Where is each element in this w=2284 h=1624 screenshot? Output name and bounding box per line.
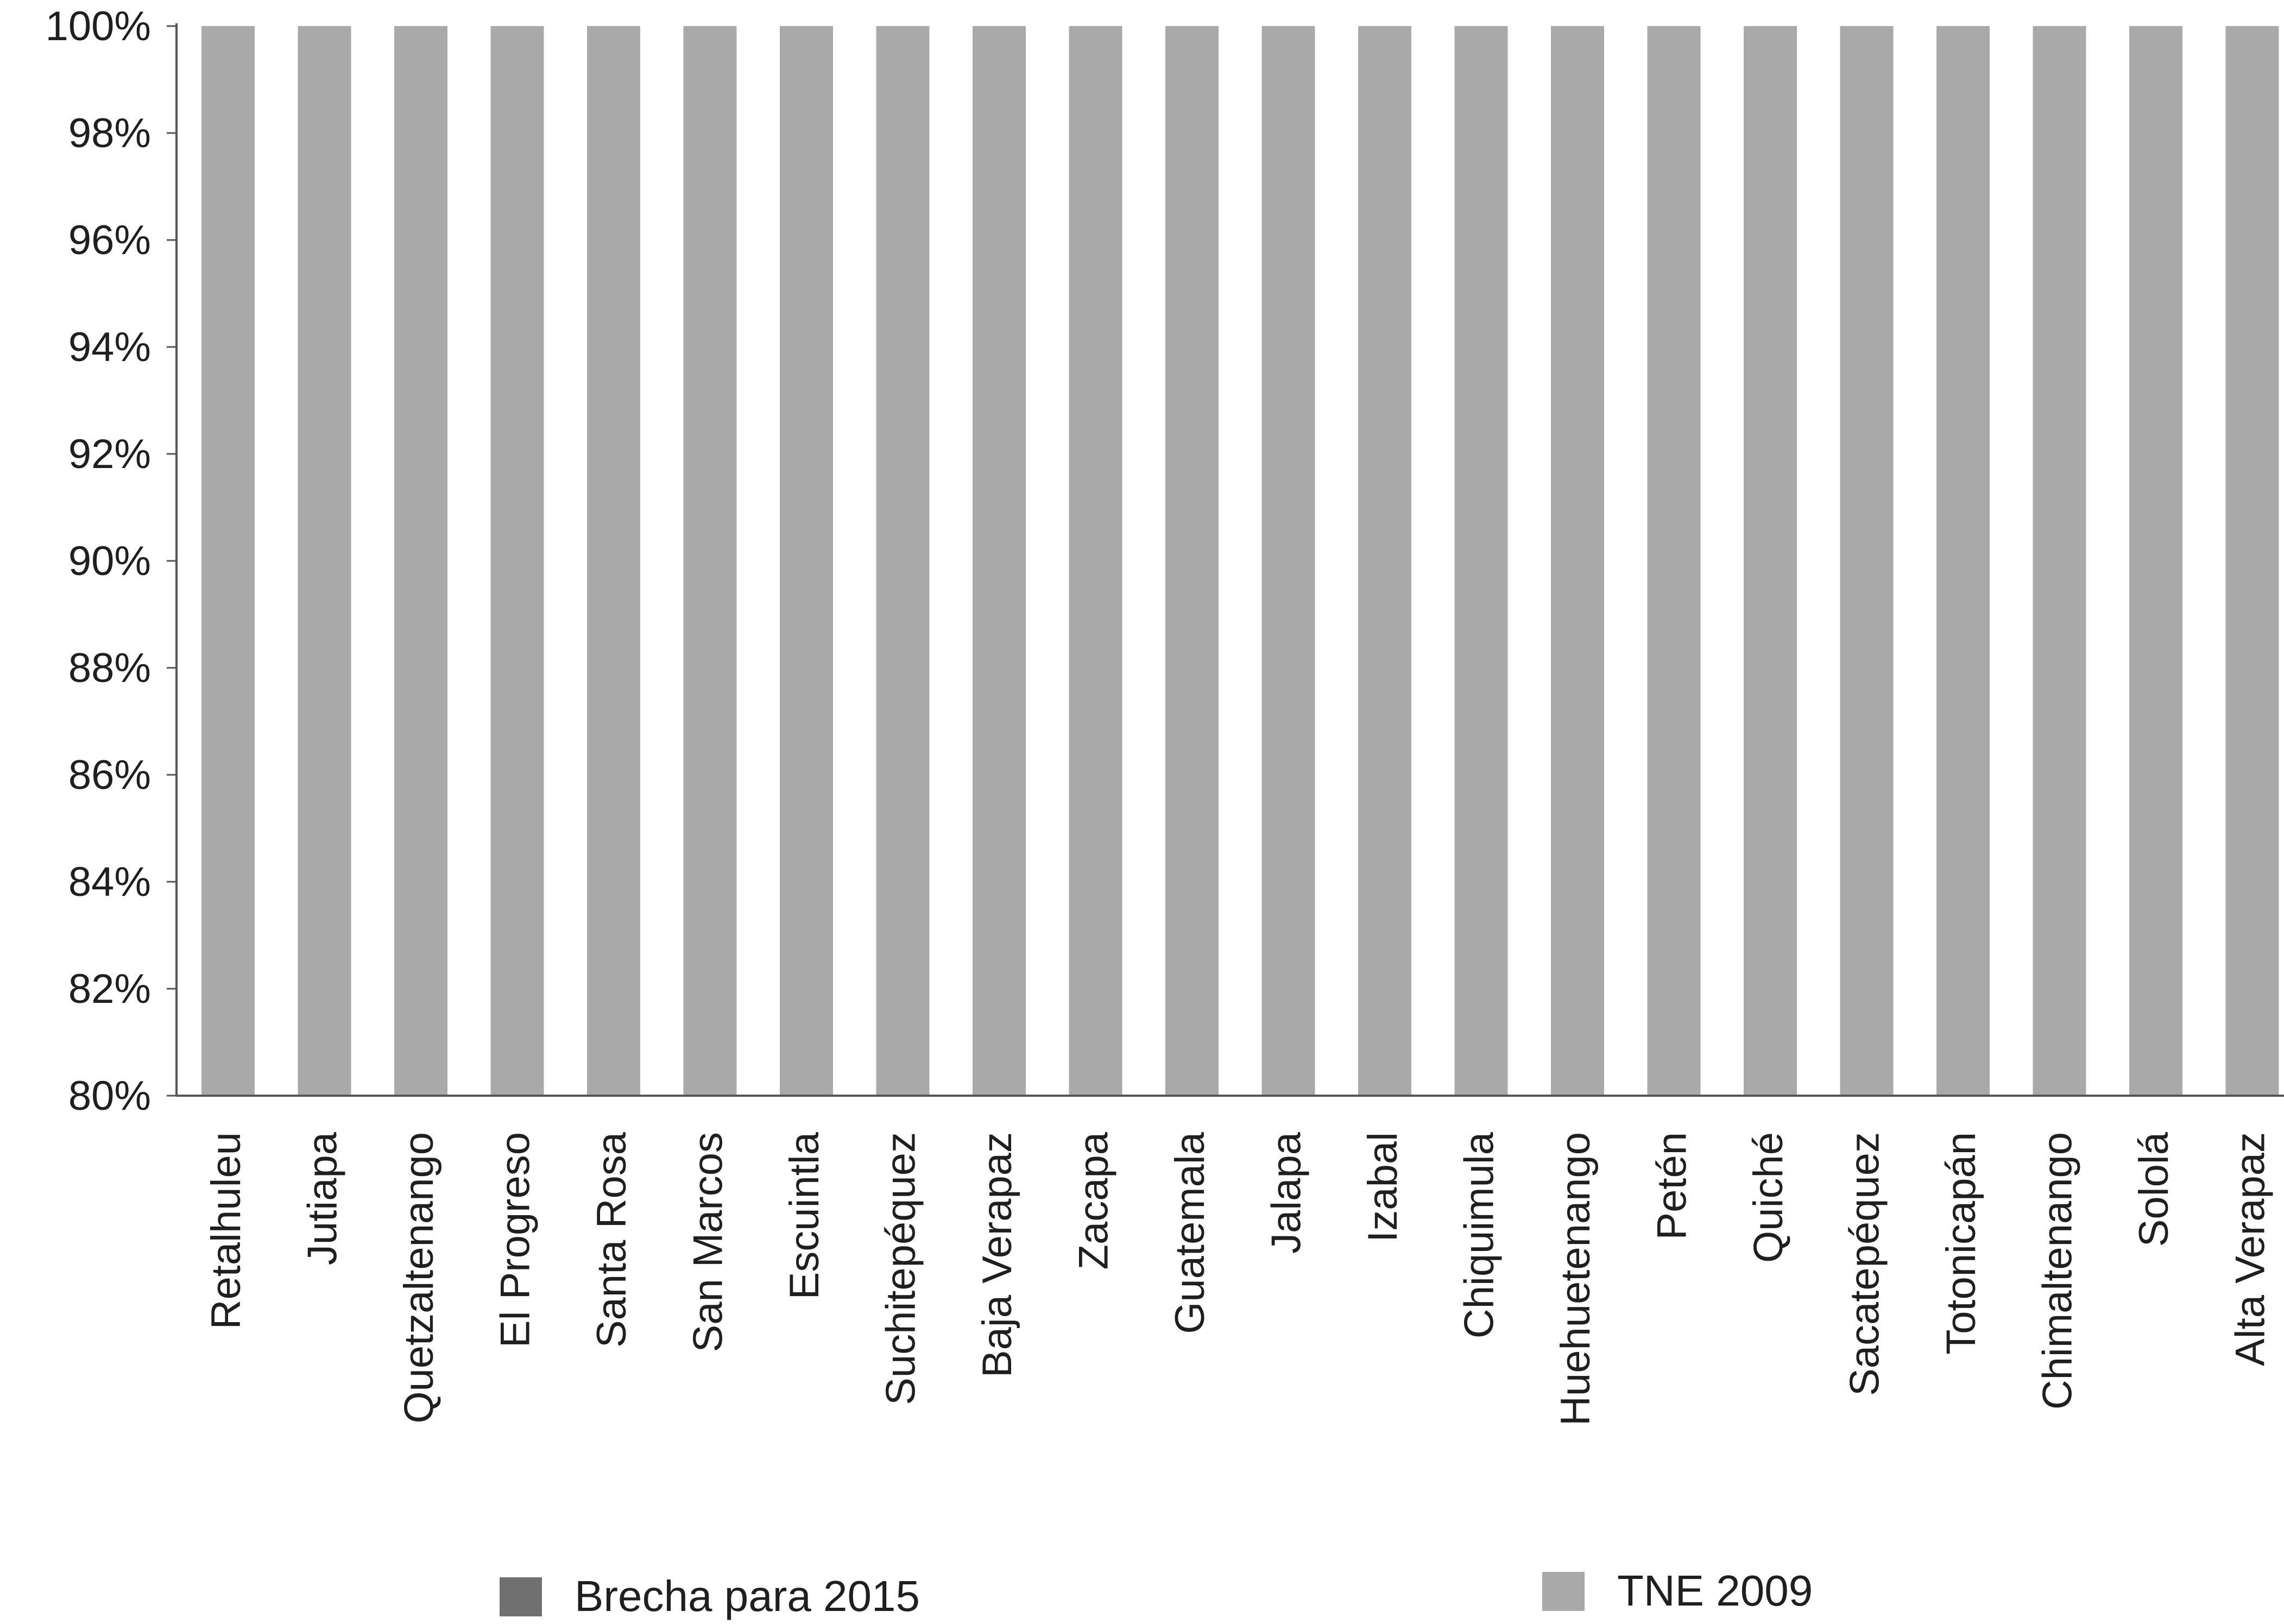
x-tick-label: San Marcos (685, 1132, 731, 1353)
x-tick-label: Sacatepéquez (1842, 1132, 1888, 1396)
x-tick-label: Chimaltenango (2035, 1132, 2081, 1410)
x-tick-label: Chiquimula (1456, 1132, 1503, 1338)
bar-tne-2009-12 (1358, 26, 1411, 1096)
x-tick-label: Santa Rosa (589, 1132, 635, 1348)
bar-tne-2009-3 (490, 26, 544, 1096)
legend-swatch (500, 1577, 542, 1616)
y-tick-label: 80% (68, 1073, 151, 1119)
legend-swatch (1542, 1572, 1585, 1611)
y-axis-tick-labels: 80% 82% 84% 86% 88% 90% 92% 94% 96% 98% 100% (46, 3, 151, 1119)
legend: Brecha para 2015 TNE 2009 (500, 1566, 1813, 1620)
bar-tne-2009-11 (1261, 26, 1315, 1096)
y-tick-label: 100% (46, 3, 151, 49)
x-tick-label: Retalhuleu (203, 1132, 249, 1329)
x-tick-label: Huehuetenango (1553, 1132, 1599, 1426)
x-tick-label: Jutiapa (300, 1132, 346, 1265)
bar-tne-2009-7 (876, 26, 930, 1096)
bar-tne-2009-20 (2129, 26, 2182, 1096)
x-tick-label: Petén (1649, 1132, 1695, 1240)
axes-layer (167, 23, 2284, 1097)
bar-tne-2009-10 (1165, 26, 1219, 1096)
bar-tne-2009-4 (587, 26, 640, 1096)
y-tick-label: 88% (68, 645, 151, 691)
bar-tne-2009-1 (298, 26, 351, 1096)
x-tick-label: Baja Verapaz (974, 1132, 1020, 1377)
x-tick-label: Alta Verapaz (2228, 1132, 2274, 1366)
x-tick-label: Quetzaltenango (396, 1132, 442, 1424)
bar-tne-2009-18 (1936, 26, 1990, 1096)
bar-tne-2009-14 (1551, 26, 1604, 1096)
y-tick-label: 84% (68, 859, 151, 905)
x-tick-label: Guatemala (1167, 1132, 1213, 1334)
y-tick-label: 82% (68, 966, 151, 1012)
y-tick-label: 96% (68, 217, 151, 263)
bar-tne-2009-17 (1840, 26, 1894, 1096)
bar-tne-2009-5 (683, 26, 737, 1096)
x-axis-tick-labels: Retalhuleu Jutiapa Quetzaltenango El Progre… (203, 1132, 2274, 1426)
bar-tne-2009-8 (973, 26, 1026, 1096)
x-tick-label: Zacapa (1071, 1132, 1117, 1269)
y-tick-label: 86% (68, 752, 151, 798)
bar-tne-2009-9 (1069, 26, 1122, 1096)
bar-tne-2009-13 (1454, 26, 1508, 1096)
bar-tne-2009-21 (2225, 26, 2279, 1096)
x-tick-label: Izabal (1360, 1132, 1406, 1242)
x-tick-label: Jalapa (1264, 1132, 1310, 1254)
y-tick-label: 98% (68, 110, 151, 156)
x-tick-label: Totonicapán (1938, 1132, 1984, 1355)
y-tick-label: 94% (68, 324, 151, 370)
x-tick-label: Quiché (1745, 1132, 1791, 1263)
bar-tne-2009-2 (394, 26, 447, 1096)
legend-label: TNE 2009 (1617, 1566, 1813, 1615)
bar-tne-2009-0 (201, 26, 255, 1096)
y-tick-label: 92% (68, 431, 151, 477)
legend-label: Brecha para 2015 (575, 1572, 920, 1620)
bar-tne-2009-16 (1744, 26, 1797, 1096)
bars-layer (201, 26, 2279, 1096)
x-tick-label: El Progreso (493, 1132, 539, 1348)
x-tick-label: Suchitepéquez (878, 1132, 924, 1405)
bar-tne-2009-6 (780, 26, 833, 1096)
bar-tne-2009-19 (2033, 26, 2086, 1096)
bar-tne-2009-15 (1647, 26, 1701, 1096)
y-tick-label: 90% (68, 538, 151, 584)
x-tick-label: Escuintla (781, 1132, 828, 1299)
x-tick-label: Sololá (2131, 1132, 2177, 1247)
